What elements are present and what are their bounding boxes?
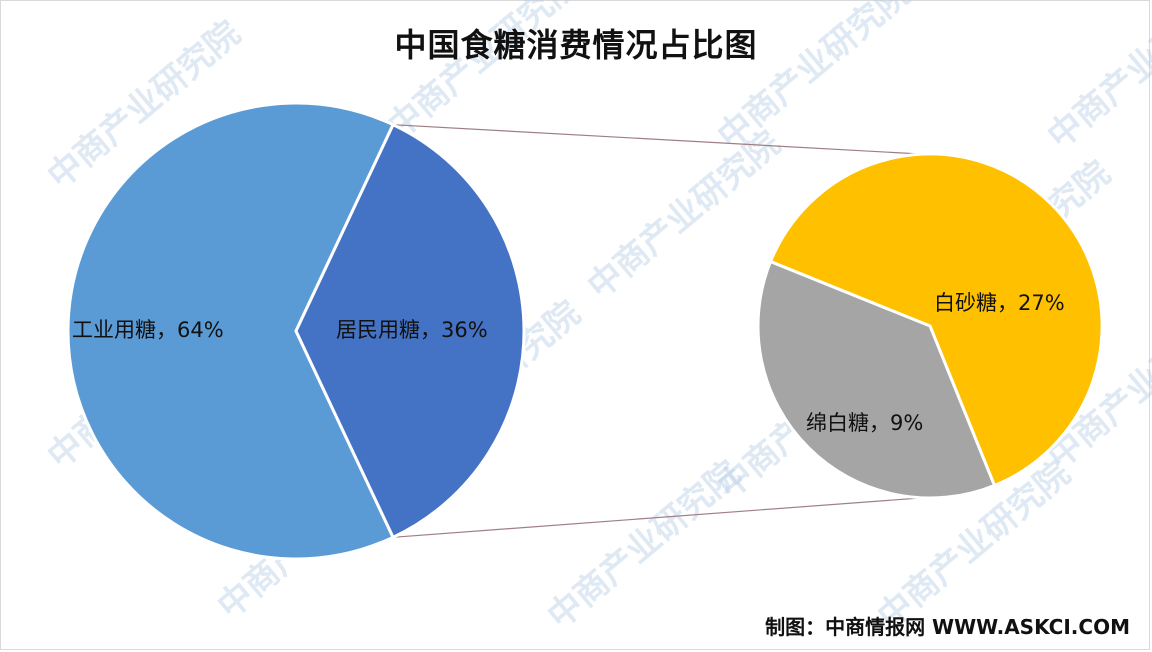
- source-note: 制图：中商情报网 WWW.ASKCI.COM: [765, 615, 1130, 639]
- sub-slice-label-white-granulated: 白砂糖，27%: [934, 291, 1065, 315]
- main-slice-label-industrial: 工业用糖，64%: [72, 318, 224, 342]
- main-pie-slice-industrial: [66, 101, 396, 561]
- connector-line-top: [393, 124, 921, 155]
- main-pie-slice-residential: [294, 122, 526, 540]
- connector-layer: [393, 124, 921, 538]
- connector-line-bottom: [393, 497, 921, 538]
- main-slice-label-residential: 居民用糖，36%: [336, 318, 488, 342]
- slice-labels: 工业用糖，64% 居民用糖，36% 白砂糖，27% 绵白糖，9%: [72, 291, 1065, 435]
- sub-slice-label-soft-white: 绵白糖，9%: [806, 411, 923, 435]
- sub-pie: [756, 152, 1104, 500]
- sub-pie-slice-white-granulated: [768, 152, 1104, 488]
- watermark-text: 中商产业研究院: [540, 453, 748, 637]
- watermark-text: 中商产业研究院: [580, 123, 788, 307]
- sub-pie-slice-soft-white: [756, 259, 997, 500]
- chart-title: 中国食糖消费情况占比图: [394, 26, 758, 64]
- main-pie: [66, 101, 526, 561]
